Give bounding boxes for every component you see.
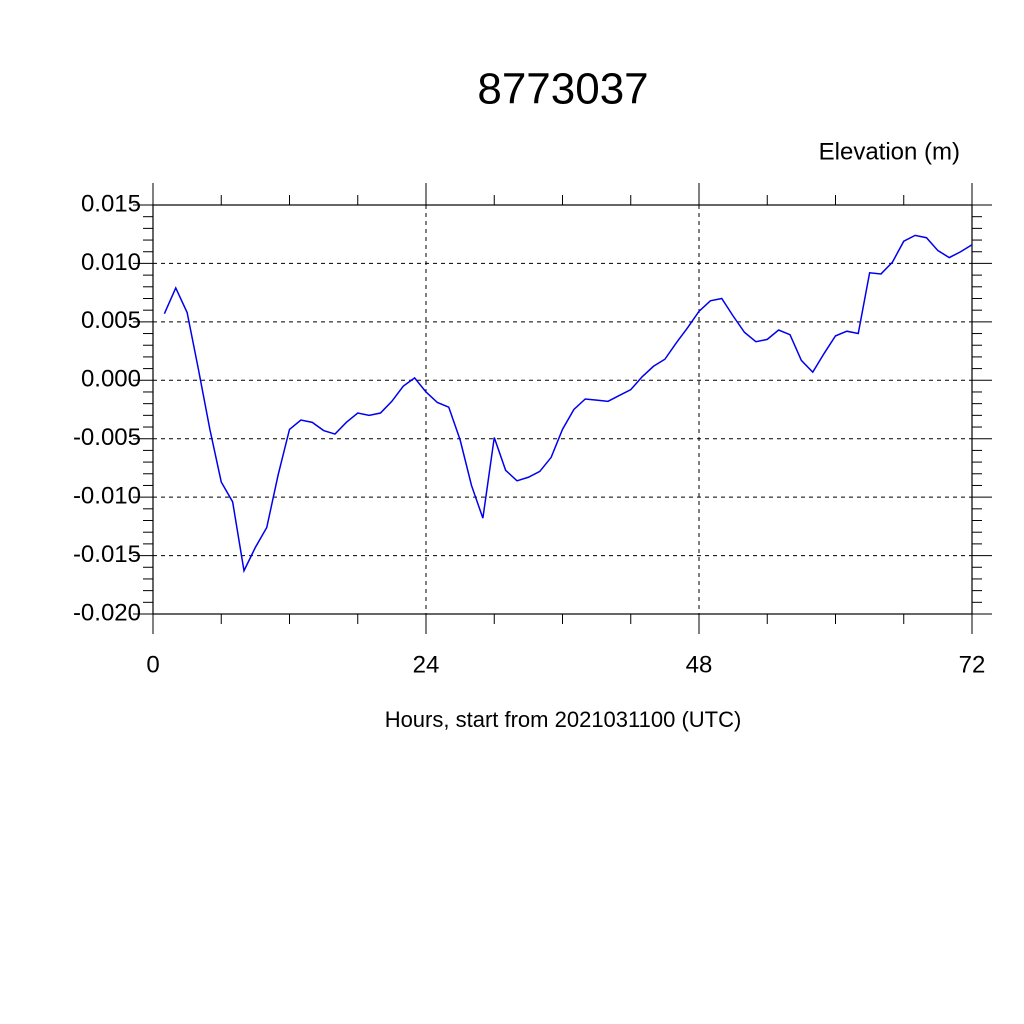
y-tick-label: 0.015 (81, 190, 141, 217)
y-units-label: Elevation (m) (819, 138, 960, 165)
y-tick-label: -0.010 (73, 482, 141, 509)
y-tick-label: 0.005 (81, 307, 141, 334)
x-tick-label: 48 (686, 651, 713, 678)
y-tick-label: -0.005 (73, 424, 141, 451)
x-tick-label: 72 (959, 651, 986, 678)
x-tick-label: 24 (413, 651, 440, 678)
x-axis-label: Hours, start from 2021031100 (UTC) (385, 707, 742, 732)
chart-title: 8773037 (477, 65, 648, 114)
y-tick-label: -0.020 (73, 599, 141, 626)
data-line (163, 234, 973, 574)
y-tick-label: -0.015 (73, 541, 141, 568)
x-tick-label: 0 (146, 651, 159, 678)
y-tick-label: 0.010 (81, 249, 141, 276)
y-tick-label: 0.000 (81, 366, 141, 393)
plot-frame (152, 204, 973, 615)
